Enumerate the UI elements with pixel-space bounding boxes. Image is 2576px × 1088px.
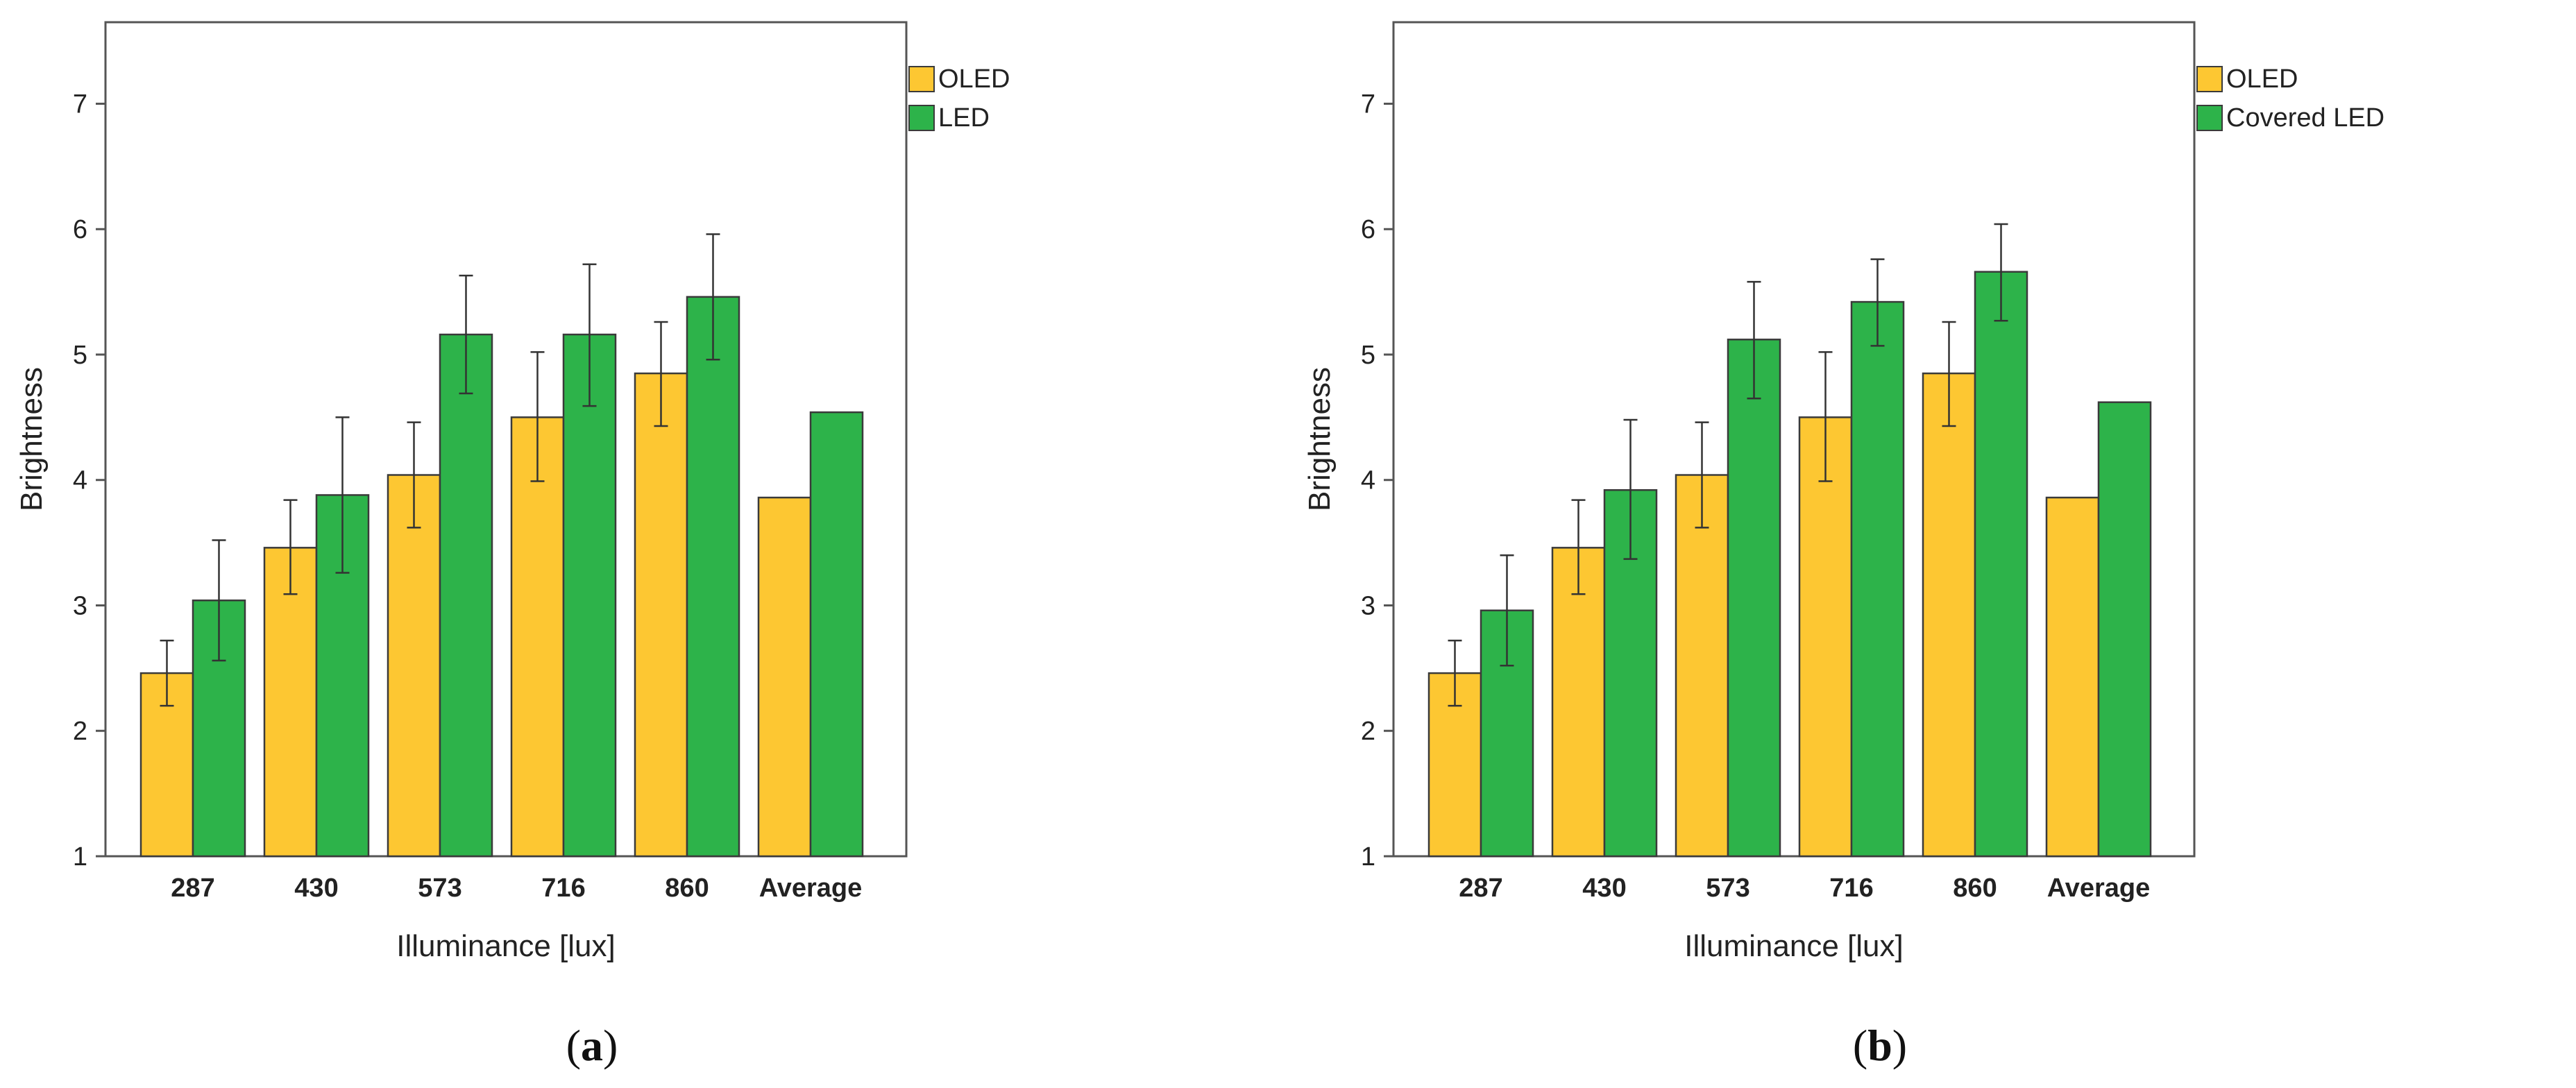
y-tick-label: 6 — [1361, 215, 1375, 244]
panel-caption: (a) — [566, 1021, 618, 1070]
chart-panel-b: 1 2 3 4 5 6 7 Brightness 287 430 573 716 860 Average I… — [1303, 21, 2384, 1070]
y-tick-label: 1 — [1361, 842, 1375, 872]
bar-oled-430 — [263, 547, 318, 858]
bar-oled-860 — [1922, 372, 1976, 858]
y-tick-label: 3 — [73, 591, 87, 620]
x-tick-label: 287 — [1459, 874, 1502, 903]
x-tick-label: 573 — [418, 874, 461, 903]
x-tick-label: 430 — [294, 874, 338, 903]
legend-label: Covered LED — [2226, 103, 2384, 133]
y-tick-label: 4 — [73, 466, 87, 495]
x-tick-label: 716 — [1829, 874, 1873, 903]
y-tick-label: 1 — [73, 842, 87, 872]
x-tick-label: Average — [2047, 874, 2151, 903]
y-tick-label: 7 — [73, 90, 87, 119]
y-tick-label: 5 — [1361, 341, 1375, 370]
y-tick-label: 6 — [73, 215, 87, 244]
y-tick-label: 3 — [1361, 591, 1375, 620]
bar-led-860 — [686, 296, 740, 858]
bar-oled-573 — [387, 474, 441, 858]
y-axis-label: Brightness — [1303, 367, 1337, 511]
bar-oled-716 — [510, 416, 565, 858]
y-tick-label: 7 — [1361, 90, 1375, 119]
x-axis-label: Illuminance [lux] — [1684, 929, 1903, 963]
bar-covered-led-860 — [1974, 271, 2028, 858]
x-tick-label: Average — [759, 874, 863, 903]
legend-label: OLED — [2226, 65, 2298, 94]
panel-letter: a — [581, 1021, 603, 1070]
bar-oled-average — [2045, 496, 2100, 858]
bar-oled-430 — [1551, 547, 1606, 858]
chart-panel-a: 1 2 3 4 5 6 7 Brightness 287 430 573 716 860 Average I… — [15, 21, 1010, 1070]
bar-covered-led-average — [2097, 401, 2152, 858]
legend-swatch — [908, 105, 935, 131]
bar-led-average — [809, 411, 864, 858]
x-tick-label: 573 — [1706, 874, 1749, 903]
y-tick-label: 2 — [73, 717, 87, 746]
y-axis-label: Brightness — [15, 367, 49, 511]
y-tick-label: 2 — [1361, 717, 1375, 746]
legend-label: LED — [938, 103, 990, 133]
x-tick-label: 430 — [1582, 874, 1626, 903]
bar-covered-led-716 — [1850, 300, 1905, 858]
y-tick-label: 5 — [73, 341, 87, 370]
bar-oled-860 — [634, 372, 688, 858]
legend-swatch — [2196, 66, 2223, 92]
legend-swatch — [2196, 105, 2223, 131]
bar-oled-average — [757, 496, 812, 858]
legend-label: OLED — [938, 65, 1010, 94]
plot-frame — [104, 21, 908, 858]
x-tick-label: 860 — [665, 874, 709, 903]
legend-swatch — [908, 66, 935, 92]
bar-covered-led-573 — [1727, 339, 1781, 858]
bar-oled-716 — [1798, 416, 1853, 858]
x-tick-label: 716 — [541, 874, 585, 903]
y-tick-label: 4 — [1361, 466, 1375, 495]
bar-led-716 — [562, 333, 617, 858]
panel-letter: b — [1867, 1021, 1892, 1070]
x-axis-label: Illuminance [lux] — [396, 929, 615, 963]
bar-oled-573 — [1675, 474, 1729, 858]
plot-frame — [1392, 21, 2196, 858]
x-tick-label: 287 — [171, 874, 214, 903]
x-tick-label: 860 — [1953, 874, 1997, 903]
bar-led-573 — [439, 333, 493, 858]
panel-caption: (b) — [1853, 1021, 1907, 1070]
